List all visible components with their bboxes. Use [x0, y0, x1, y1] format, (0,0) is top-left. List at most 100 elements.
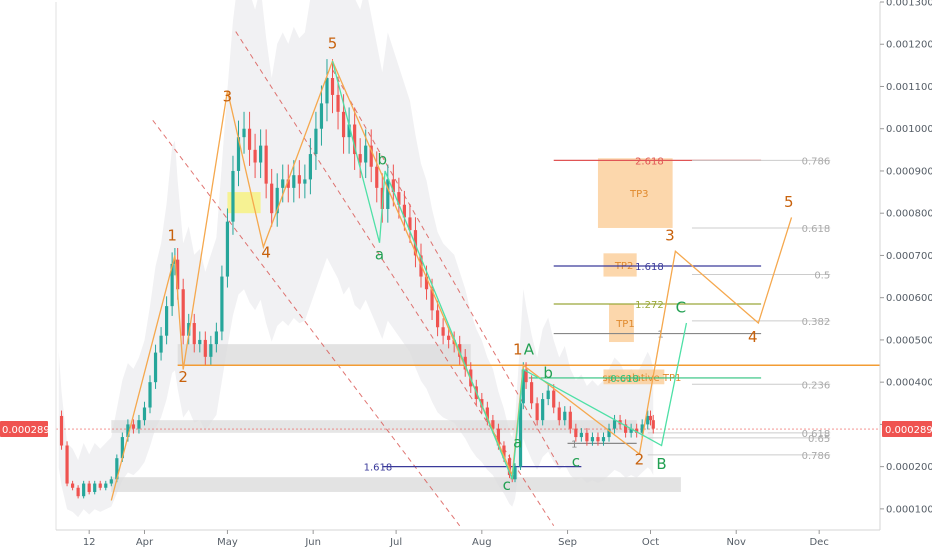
candle-body — [153, 352, 158, 383]
candle-body — [640, 424, 644, 433]
x-tick-label-8: Nov — [726, 537, 746, 548]
channel-line-lower — [152, 119, 461, 527]
candle-body — [87, 483, 91, 492]
fib-label-5: 1.618 — [364, 463, 393, 474]
candle-body — [292, 175, 296, 188]
orange-wave-path — [110, 59, 793, 501]
wave-label-green-1: B — [656, 455, 666, 473]
candle-body — [574, 428, 578, 438]
candle-body — [270, 183, 274, 214]
candle-body — [341, 111, 346, 138]
candle-body — [552, 390, 556, 408]
candle-body — [413, 230, 418, 256]
candle-body — [148, 382, 152, 408]
candle-body — [142, 407, 147, 421]
resistance-zone — [177, 344, 471, 366]
candle-body — [635, 428, 639, 433]
candle-body — [209, 344, 213, 357]
candle-body — [98, 483, 102, 488]
green-wave-path — [331, 60, 688, 480]
x-tick-label-0: 12 — [83, 537, 96, 548]
candle-body — [391, 179, 395, 193]
retrace-label-3: 0.382 — [802, 317, 831, 328]
candle-body — [529, 382, 534, 404]
candle-body — [65, 445, 69, 484]
candle-body — [286, 179, 290, 188]
candle-body — [297, 175, 301, 184]
x-tick-label-2: May — [217, 537, 238, 548]
candle-body — [480, 399, 484, 408]
candle-body — [247, 128, 252, 150]
candle-body — [546, 390, 550, 400]
candle-body — [109, 479, 113, 484]
candle-body — [264, 145, 268, 184]
candle-body — [435, 310, 440, 328]
candle-body — [397, 192, 401, 205]
candle-body — [120, 437, 124, 459]
wave-label-green-2: C — [676, 298, 686, 316]
wave-label-green-6: a — [513, 434, 522, 452]
candle-body — [187, 323, 191, 336]
candle-body — [93, 483, 97, 492]
x-tick-label-6: Sep — [558, 537, 577, 548]
candle-body — [624, 424, 628, 433]
x-tick-label-4: Jul — [389, 537, 402, 548]
candle-body — [646, 415, 650, 425]
channel-line-middle — [332, 69, 560, 467]
candle-body — [225, 221, 230, 277]
candle-body — [82, 483, 86, 497]
wave-label-orange-6: 2 — [635, 451, 645, 469]
candle-body — [165, 306, 169, 336]
candle-body — [629, 428, 633, 433]
candle-body — [612, 420, 617, 429]
candle-body — [308, 154, 312, 180]
target-label-0: TP3 — [629, 189, 649, 200]
fib-label-0: 2.618 — [635, 156, 664, 167]
channel-line-upper — [235, 31, 555, 527]
candle-body — [59, 415, 64, 446]
retrace-label-2: 0.5 — [814, 270, 830, 281]
candle-body — [568, 411, 572, 429]
candle-body — [491, 420, 495, 429]
candle-body — [281, 179, 285, 188]
candle-body — [214, 331, 218, 345]
retrace-label-7: 0.786 — [802, 451, 831, 462]
wave-label-green-4: b — [378, 151, 388, 169]
target-box-3 — [603, 369, 665, 385]
fib-label-4: 0.618 — [610, 374, 639, 385]
x-tick-label-7: Oct — [642, 537, 659, 548]
wave-label-orange-4: 5 — [328, 34, 338, 52]
candle-body — [325, 78, 329, 104]
candle-body — [275, 187, 279, 214]
retrace-label-0: 0.786 — [802, 156, 831, 167]
target-box-0 — [597, 158, 673, 228]
retrace-label-4: 0.236 — [802, 380, 831, 391]
x-tick-label-9: Dec — [809, 537, 828, 548]
candle-body — [502, 445, 506, 459]
candle-body — [424, 276, 429, 290]
candle-body — [231, 170, 235, 222]
wave-label-green-5: c — [503, 476, 511, 494]
candle-body — [585, 432, 589, 442]
candle-body — [447, 335, 451, 340]
current-price-badge — [882, 421, 932, 438]
range-zone — [111, 420, 637, 433]
candle-body — [336, 94, 340, 112]
current-price-label-left: 0.0002890 — [2, 425, 56, 436]
candle-body — [137, 420, 141, 429]
fib-label-1: 1.618 — [635, 262, 664, 273]
candle-body — [176, 259, 180, 290]
current-price-label: 0.0002890 — [885, 425, 932, 436]
candle-body — [535, 403, 539, 421]
candle-body — [181, 289, 185, 336]
target-box-2 — [609, 304, 634, 343]
